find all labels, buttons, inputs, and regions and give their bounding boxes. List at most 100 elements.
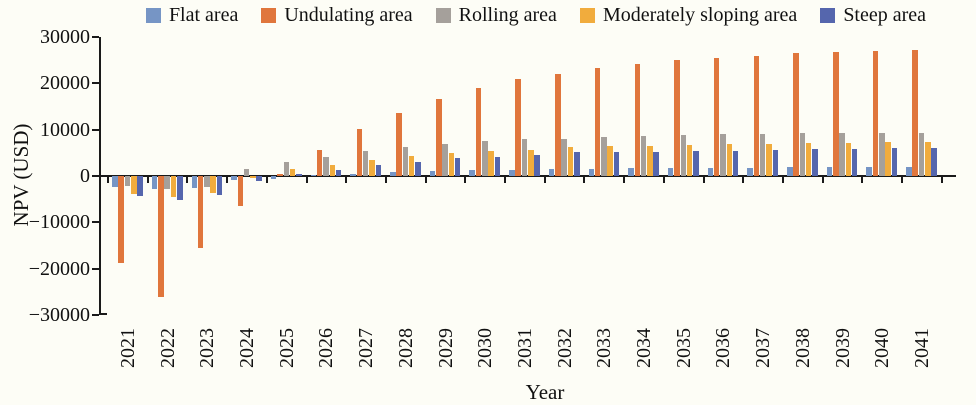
bar-flat-area-2026 [310,175,317,176]
x-axis-tick [146,177,149,183]
legend-swatch-icon [261,7,277,23]
bar-flat-area-2038 [787,167,793,176]
bar-flat-area-2029 [429,170,436,176]
x-axis-tick [702,177,705,183]
bar-flat-area-2027 [350,174,356,176]
legend-label: Rolling area [458,3,557,26]
x-axis-tick [504,177,506,183]
x-axis-tick [345,177,348,183]
x-axis-tick [384,177,387,183]
y-axis-tick [92,82,99,85]
y-tick-label: −20000 [28,257,90,280]
bar-flat-area-2025 [270,176,277,180]
bar-steep-area-2024 [256,176,262,182]
bar-undulating-area-2037 [753,55,760,176]
bar-rolling-area-2028 [402,147,409,176]
legend-label: Moderately sloping area [602,3,798,26]
bar-moderately-sloping-area-2031 [528,149,534,176]
y-axis-bottom-stub [100,313,107,315]
legend-swatch-icon [145,7,161,23]
x-tick-label-2025: 2025 [275,328,298,368]
bar-moderately-sloping-area-2038 [805,143,812,176]
bar-flat-area-2036 [707,167,714,176]
x-axis-tick [861,177,864,183]
x-tick-label-2030: 2030 [474,328,497,368]
bar-steep-area-2030 [494,156,501,176]
bar-undulating-area-2021 [118,176,124,263]
bar-moderately-sloping-area-2032 [567,147,574,176]
legend-item-0: Flat area [145,3,239,27]
y-tick-label: 0 [80,165,90,187]
x-tick-label-2035: 2035 [672,328,695,368]
bar-steep-area-2033 [613,151,620,176]
bar-undulating-area-2041 [912,50,918,176]
legend-label: Flat area [168,3,239,26]
bar-undulating-area-2034 [634,63,640,176]
bar-steep-area-2041 [931,147,937,176]
y-axis-tick [92,128,99,131]
x-tick-label-2041: 2041 [910,328,933,368]
bar-flat-area-2037 [747,167,753,176]
bar-moderately-sloping-area-2041 [925,142,931,176]
bar-rolling-area-2040 [879,132,885,176]
x-axis-line [100,175,956,177]
x-tick-label-2021: 2021 [116,328,139,368]
x-tick-label-2031: 2031 [513,328,536,368]
y-tick-label: −30000 [28,303,90,326]
bar-rolling-area-2029 [442,143,448,176]
bar-steep-area-2022 [177,176,183,200]
bar-moderately-sloping-area-2039 [845,142,852,176]
bar-rolling-area-2033 [601,136,607,176]
x-axis-title: Year [525,380,565,404]
y-axis-tick [92,36,99,39]
bar-undulating-area-2035 [674,59,680,176]
bar-rolling-area-2041 [918,132,925,176]
x-axis-tick [821,177,824,183]
bar-steep-area-2023 [216,176,223,195]
x-axis-tick [265,177,268,183]
x-tick-label-2038: 2038 [791,328,814,368]
bar-steep-area-2026 [335,169,342,176]
x-axis-tick [583,177,586,183]
x-axis-tick [424,177,427,183]
bar-moderately-sloping-area-2029 [448,152,455,176]
x-axis-tick [107,177,109,183]
bar-rolling-area-2031 [521,139,528,176]
bar-rolling-area-2027 [362,150,369,176]
bar-flat-area-2030 [469,170,475,176]
bar-moderately-sloping-area-2025 [289,169,296,176]
bar-moderately-sloping-area-2022 [170,176,177,198]
x-axis-tick [742,177,745,183]
chart-legend: Flat area Undulating area Rolling area Mode… [96,2,976,28]
y-axis-tick [92,267,99,270]
bar-rolling-area-2039 [839,133,845,176]
x-tick-label-2032: 2032 [553,328,576,368]
y-tick-label: −10000 [28,211,90,234]
x-tick-label-2026: 2026 [315,328,338,368]
legend-label: Undulating area [284,3,413,26]
bar-flat-area-2021 [112,176,118,188]
bar-rolling-area-2035 [680,134,686,176]
x-axis-tick [543,177,546,183]
bar-undulating-area-2040 [872,51,879,176]
bar-rolling-area-2034 [640,135,647,176]
bar-moderately-sloping-area-2033 [607,146,613,176]
bar-moderately-sloping-area-2021 [131,176,137,195]
bar-rolling-area-2036 [720,134,726,176]
y-tick-label: 20000 [40,72,90,95]
bar-rolling-area-2037 [759,133,766,176]
x-tick-label-2036: 2036 [712,328,735,368]
x-axis-tick [940,177,943,183]
bar-steep-area-2040 [891,148,898,176]
bar-steep-area-2027 [375,165,381,176]
x-tick-label-2027: 2027 [355,328,378,368]
bar-flat-area-2028 [390,172,396,176]
bar-moderately-sloping-area-2036 [726,144,732,176]
bar-steep-area-2028 [415,161,421,176]
x-tick-label-2022: 2022 [156,328,179,368]
bar-undulating-area-2029 [436,99,442,176]
bar-flat-area-2039 [826,167,833,176]
bar-undulating-area-2027 [356,129,363,176]
x-tick-label-2037: 2037 [752,328,775,368]
bar-steep-area-2031 [534,155,540,176]
